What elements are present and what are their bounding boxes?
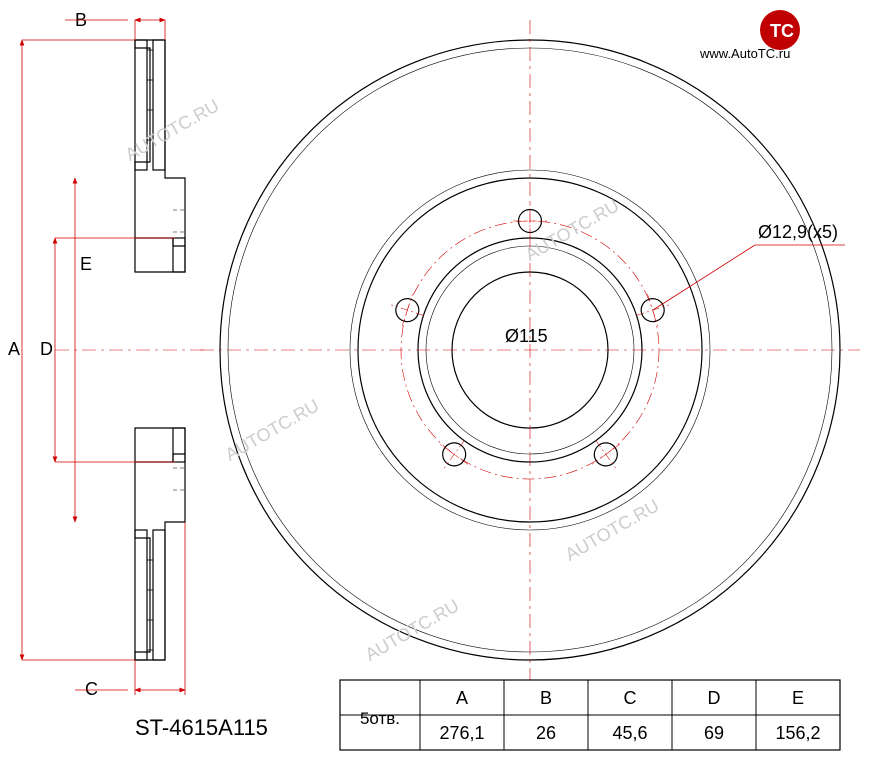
svg-text:TC: TC (770, 21, 794, 41)
technical-drawing: Ø12,9(x5) Ø115 (0, 0, 874, 768)
logo: TC www.AutoTC.ru (699, 10, 800, 61)
bolt-hole-label: Ø12,9(x5) (758, 222, 838, 242)
dim-C: C (85, 679, 98, 699)
col-E: E (792, 688, 804, 708)
holes-label: 5отв. (360, 709, 400, 728)
hub-diameter-label: Ø115 (505, 326, 548, 346)
dim-E: E (80, 254, 92, 274)
dim-D: D (40, 339, 53, 359)
val-E: 156,2 (775, 723, 820, 743)
val-A: 276,1 (439, 723, 484, 743)
val-B: 26 (536, 723, 556, 743)
val-C: 45,6 (612, 723, 647, 743)
part-number: ST-4615A115 (135, 715, 268, 740)
side-view (55, 40, 205, 660)
col-A: A (456, 688, 468, 708)
front-view: Ø12,9(x5) Ø115 (200, 20, 860, 680)
col-B: B (540, 688, 552, 708)
col-C: C (624, 688, 637, 708)
logo-text: www.AutoTC.ru (699, 46, 790, 61)
dimensions: A D E B C (8, 10, 185, 699)
dimension-table: 5отв. A B C D E 276,1 26 45,6 69 156,2 (340, 680, 840, 750)
col-D: D (708, 688, 721, 708)
val-D: 69 (704, 723, 724, 743)
dim-A: A (8, 339, 20, 359)
